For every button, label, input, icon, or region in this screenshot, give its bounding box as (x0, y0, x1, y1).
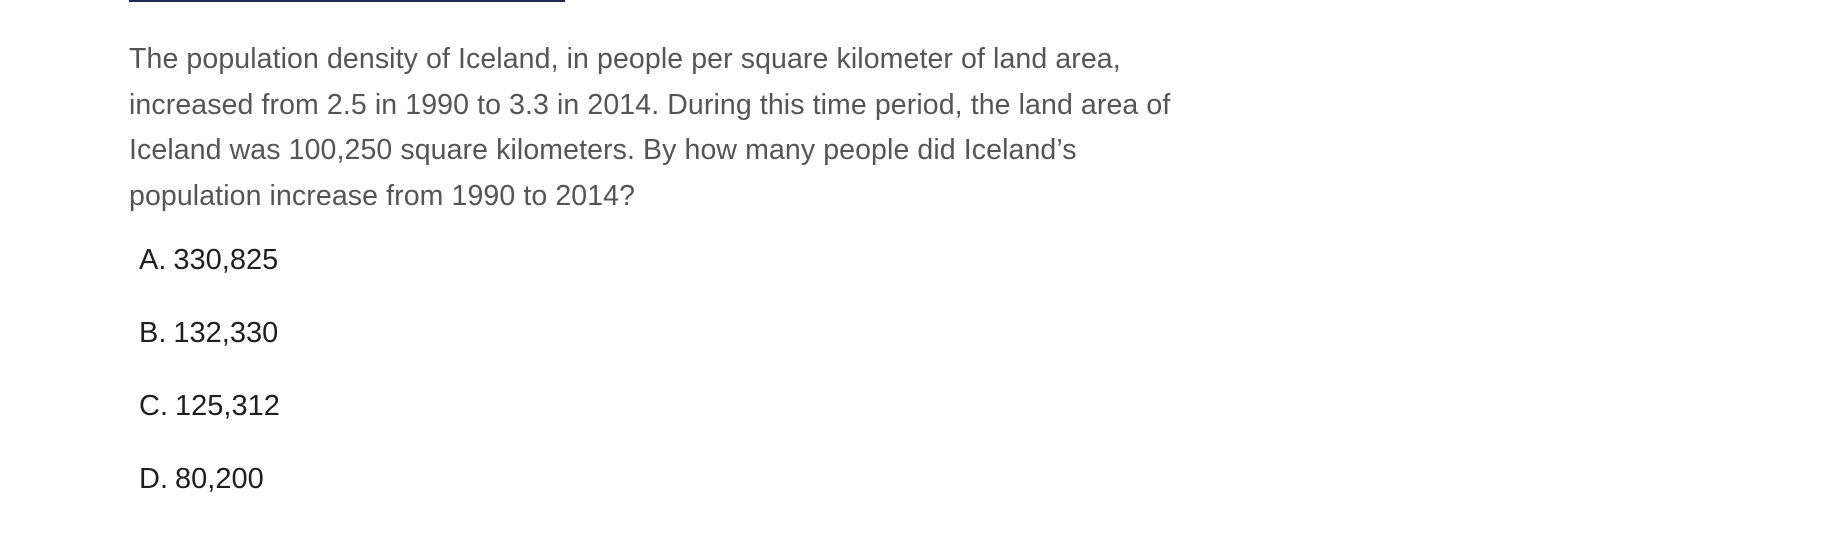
choice-c[interactable]: C. 125,312 (139, 383, 280, 456)
choice-d[interactable]: D. 80,200 (139, 456, 280, 529)
choice-b[interactable]: B. 132,330 (139, 310, 280, 383)
question-text: The population density of Iceland, in pe… (129, 43, 1171, 212)
choice-a[interactable]: A. 330,825 (139, 237, 280, 310)
choice-letter: A. (139, 244, 167, 276)
header-divider (129, 0, 565, 2)
choice-text: 80,200 (175, 463, 264, 495)
choice-text: 125,312 (175, 390, 280, 422)
choice-text: 330,825 (173, 244, 279, 276)
choice-letter: C. (139, 390, 168, 422)
choice-letter: B. (139, 317, 167, 349)
answer-choices: A. 330,825 B. 132,330 C. 125,312 D. 80,200 (139, 237, 280, 529)
choice-letter: D. (139, 463, 168, 495)
choice-text: 132,330 (173, 317, 279, 349)
